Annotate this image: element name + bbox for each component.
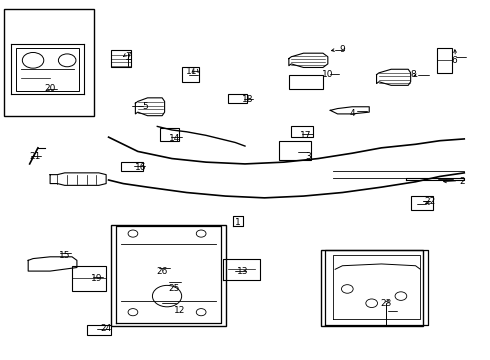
Text: 1: 1	[235, 219, 241, 228]
Bar	[121, 162, 143, 171]
Bar	[111, 50, 130, 67]
Text: 26: 26	[156, 267, 168, 276]
Bar	[160, 128, 179, 141]
Text: 7: 7	[125, 52, 131, 61]
Bar	[182, 67, 199, 82]
Text: 4: 4	[349, 109, 355, 118]
Text: 23: 23	[381, 299, 392, 308]
Text: 9: 9	[340, 45, 345, 54]
Bar	[438, 48, 452, 73]
Text: 8: 8	[410, 70, 416, 79]
Text: 3: 3	[305, 152, 311, 161]
Text: 15: 15	[59, 251, 71, 260]
Text: 21: 21	[30, 152, 41, 161]
Bar	[72, 266, 106, 291]
Text: 14: 14	[169, 134, 180, 143]
Bar	[411, 196, 433, 210]
Text: 20: 20	[45, 84, 56, 93]
Bar	[87, 325, 111, 336]
Bar	[291, 126, 313, 137]
Text: 17: 17	[300, 131, 312, 140]
Bar	[289, 75, 323, 89]
Text: 16: 16	[134, 163, 146, 172]
Text: 13: 13	[237, 267, 248, 276]
Bar	[320, 249, 423, 327]
Text: 2: 2	[459, 177, 465, 186]
Text: 19: 19	[91, 274, 102, 283]
Text: 24: 24	[100, 324, 112, 333]
Bar	[4, 9, 94, 116]
Text: 10: 10	[322, 70, 334, 79]
Text: 12: 12	[173, 306, 185, 315]
Text: 18: 18	[242, 95, 253, 104]
Bar	[111, 225, 225, 327]
Text: 11: 11	[186, 67, 197, 76]
Bar	[228, 94, 247, 103]
Bar	[279, 141, 311, 160]
Text: 5: 5	[142, 102, 148, 111]
Text: 6: 6	[452, 56, 457, 65]
Text: 25: 25	[169, 284, 180, 293]
Text: 22: 22	[424, 197, 436, 206]
